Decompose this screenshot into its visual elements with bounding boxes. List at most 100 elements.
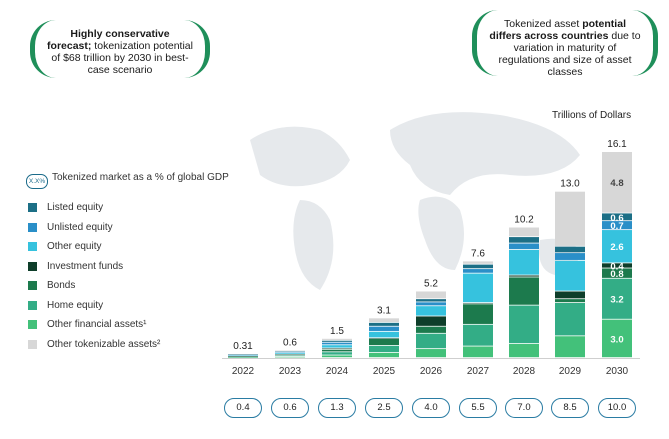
total-label-2027: 7.6 (471, 248, 485, 259)
callout-right-text: due to variation in maturity of regulati… (498, 30, 641, 78)
legend-swatch (28, 281, 37, 291)
bar-segment-other-equity-2027 (463, 273, 493, 303)
bar-segment-other-financial-2024 (322, 355, 352, 358)
bar-segment-home-equity-2024 (322, 352, 352, 355)
legend-title-row: X.X% Tokenized market as a % of global G… (26, 172, 229, 198)
bar-segment-unlisted-equity-2025 (369, 326, 399, 331)
bar-segment-listed-equity-2029 (555, 246, 585, 253)
legend-item-other-financial: Other financial assets¹ (26, 315, 229, 335)
segment-label-unlisted-equity-2030: 0.7 (610, 221, 623, 232)
bar-segment-unlisted-equity-2024 (322, 342, 352, 345)
year-label-2030: 2030 (605, 366, 629, 377)
bar-segment-other-equity-2026 (416, 306, 446, 316)
gdp-percent-pill-2024: 1.3 (318, 398, 356, 418)
year-label-2028: 2028 (512, 366, 536, 377)
bar-segment-home-equity-2028 (509, 305, 539, 344)
bar-segment-other-equity-2028 (509, 249, 539, 275)
gdp-percent-pill-2022: 0.4 (224, 398, 262, 418)
callout-left-text: tokenization potential of $68 trillion b… (51, 40, 193, 76)
legend-title: Tokenized market as a % of global GDP (52, 172, 229, 183)
bar-segment-investment-funds-2026 (416, 316, 446, 326)
segment-label-home-equity-2030: 3.2 (610, 295, 623, 306)
bar-segment-bonds-2027 (463, 304, 493, 324)
bar-segment-unlisted-equity-2029 (555, 253, 585, 260)
bar-segment-unlisted-equity-2027 (463, 269, 493, 273)
gdp-percent-pill-2027: 5.5 (459, 398, 497, 418)
legend-label: Unlisted equity (47, 221, 113, 233)
bar-segment-listed-equity-2025 (369, 322, 399, 326)
bar-segment-home-equity-2025 (369, 345, 399, 353)
bar-segment-unlisted-equity-2028 (509, 243, 539, 250)
bar-segment-home-equity-2029 (555, 302, 585, 336)
gdp-percent-row: 0.4 0.6 1.3 2.5 4.0 5.5 7.0 8.5 10.0 (0, 398, 669, 420)
bar-segment-other-financial-2030 (602, 319, 632, 358)
bar-segment-other-financial-2029 (555, 336, 585, 358)
year-label-2026: 2026 (419, 366, 443, 377)
bar-segment-other-financial-2026 (416, 349, 446, 358)
bar-segment-listed-equity-2027 (463, 264, 493, 269)
bar-segment-listed-equity-2030 (602, 213, 632, 221)
year-label-2025: 2025 (372, 366, 396, 377)
legend-swatch (28, 339, 37, 349)
legend-item-home-equity: Home equity (26, 296, 229, 316)
bar-segment-listed-equity-2024 (322, 340, 352, 342)
legend-item-listed-equity: Listed equity (26, 198, 229, 218)
bar-segment-bonds-2025 (369, 338, 399, 346)
callout-right-bold: potential differs across countries (489, 18, 626, 42)
legend-item-other-tokenizable: Other tokenizable assets² (26, 335, 229, 355)
callout-left-bold: Highly conservative forecast; (47, 28, 170, 52)
gdp-percent-pill-2028: 7.0 (505, 398, 543, 418)
legend-swatch (28, 300, 37, 310)
bar-segment-other-tokenizable-2028 (509, 227, 539, 237)
bar-segment-investment-funds-2030 (602, 263, 632, 268)
bar-segment-other-tokenizable-2024 (322, 338, 352, 340)
bar-segment-other-tokenizable-2030 (602, 152, 632, 213)
bar-segment-home-equity-2027 (463, 324, 493, 346)
legend-items: Listed equity Unlisted equity Other equity… (26, 198, 229, 354)
year-label-2024: 2024 (325, 366, 349, 377)
bar-segment-other-tokenizable-2027 (463, 261, 493, 264)
bar-segment-other-equity-2030 (602, 230, 632, 263)
bar-segment-listed-equity-2026 (416, 299, 446, 302)
year-label-2022: 2022 (231, 366, 255, 377)
bar-segment-investment-funds-2028 (509, 275, 539, 277)
legend-swatch (28, 222, 37, 232)
gdp-percent-pill-2026: 4.0 (412, 398, 450, 418)
bar-segment-other-financial-2028 (509, 343, 539, 358)
segment-label-investment-funds-2030: 0.4 (610, 261, 624, 272)
legend-label: Bonds (47, 280, 76, 292)
gdp-percent-pill-2030: 10.0 (598, 398, 636, 418)
total-label-2024: 1.5 (330, 326, 344, 337)
bar-segment-other-equity-2024 (322, 345, 352, 348)
gdp-percent-pill-2025: 2.5 (365, 398, 403, 418)
legend-label: Other tokenizable assets² (47, 338, 161, 350)
bar-segment-bonds-2024 (322, 349, 352, 352)
callout-right-pre: Tokenized asset (504, 18, 583, 30)
segment-label-other-financial-2030: 3.0 (610, 334, 623, 345)
legend-swatch (28, 203, 37, 213)
legend: X.X% Tokenized market as a % of global G… (26, 172, 229, 354)
bar-segment-listed-equity-2028 (509, 237, 539, 243)
legend-item-investment-funds: Investment funds (26, 257, 229, 277)
total-label-2029: 13.0 (560, 179, 580, 190)
unit-label: Trillions of Dollars (552, 110, 632, 121)
bar-segment-unlisted-equity-2030 (602, 221, 632, 230)
segment-label-bonds-2030: 0.8 (610, 269, 623, 280)
legend-swatch (28, 320, 37, 330)
bar-segment-other-equity-2023 (275, 353, 305, 354)
legend-swatch (28, 261, 37, 271)
legend-item-bonds: Bonds (26, 276, 229, 296)
bar-segment-other-tokenizable-2026 (416, 291, 446, 299)
legend-item-unlisted-equity: Unlisted equity (26, 218, 229, 238)
legend-label: Home equity (47, 299, 104, 311)
total-label-2023: 0.6 (283, 337, 297, 348)
bar-segment-other-equity-2025 (369, 331, 399, 338)
total-label-2028: 10.2 (514, 214, 534, 225)
gdp-percent-badge-icon: X.X% (26, 174, 48, 189)
bar-segment-investment-funds-2029 (555, 291, 585, 299)
bar-segment-home-equity-2026 (416, 333, 446, 349)
legend-label: Other equity (47, 241, 102, 253)
gdp-percent-pill-2029: 8.5 (551, 398, 589, 418)
bar-segment-home-equity-2030 (602, 278, 632, 319)
